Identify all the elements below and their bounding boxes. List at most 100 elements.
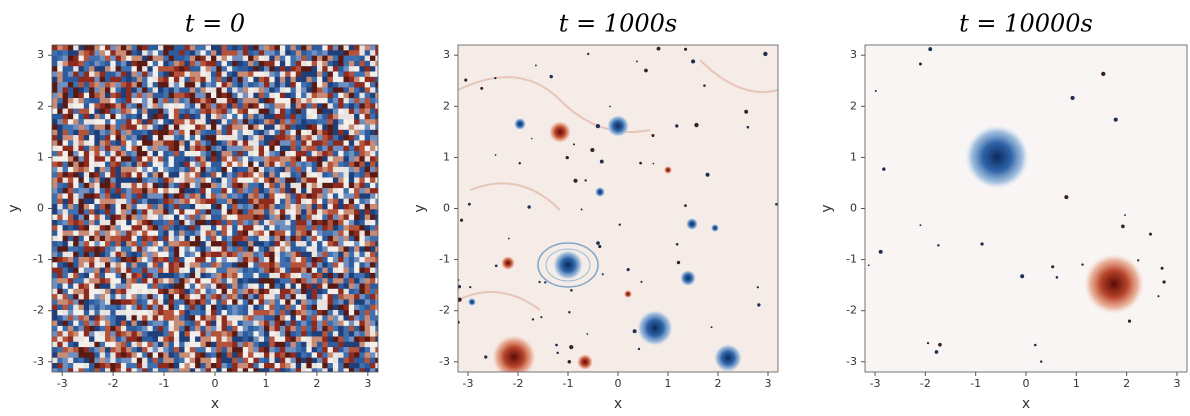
noise-cell	[89, 56, 95, 62]
noise-cell	[132, 321, 138, 327]
noise-cell	[269, 56, 275, 62]
noise-cell	[312, 103, 318, 109]
noise-cell	[84, 331, 90, 337]
noise-cell	[52, 310, 58, 316]
noise-cell	[227, 268, 233, 274]
noise-cell	[110, 61, 116, 67]
noise-cell	[322, 172, 328, 178]
noise-cell	[317, 209, 323, 215]
noise-cell	[291, 82, 297, 88]
noise-cell	[57, 77, 63, 83]
noise-cell	[94, 66, 100, 72]
noise-cell	[275, 72, 281, 78]
noise-cell	[153, 135, 159, 141]
noise-cell	[174, 103, 180, 109]
noise-cell	[275, 109, 281, 115]
noise-cell	[312, 262, 318, 268]
small-vortex	[980, 242, 983, 245]
noise-cell	[296, 215, 302, 221]
noise-cell	[153, 103, 159, 109]
noise-cell	[169, 77, 175, 83]
noise-cell	[200, 321, 206, 327]
noise-cell	[73, 50, 79, 56]
noise-cell	[52, 252, 58, 258]
noise-cell	[248, 93, 254, 99]
small-vortex	[757, 286, 759, 288]
noise-cell	[306, 167, 312, 173]
noise-cell	[317, 220, 323, 226]
noise-cell	[137, 114, 143, 120]
noise-cell	[79, 315, 85, 321]
noise-cell	[169, 294, 175, 300]
noise-cell	[338, 178, 344, 184]
noise-cell	[322, 321, 328, 327]
noise-cell	[142, 231, 148, 237]
noise-cell	[216, 66, 222, 72]
noise-cell	[227, 125, 233, 131]
noise-cell	[312, 188, 318, 194]
noise-cell	[84, 231, 90, 237]
noise-cell	[163, 109, 169, 115]
noise-cell	[121, 358, 127, 364]
noise-cell	[312, 66, 318, 72]
noise-cell	[185, 225, 191, 231]
noise-cell	[132, 167, 138, 173]
noise-cell	[280, 352, 286, 358]
noise-cell	[52, 114, 58, 120]
noise-cell	[322, 114, 328, 120]
noise-cell	[200, 77, 206, 83]
noise-cell	[259, 178, 265, 184]
noise-cell	[63, 119, 69, 125]
noise-cell	[370, 72, 376, 78]
noise-cell	[126, 342, 132, 348]
noise-cell	[153, 342, 159, 348]
noise-cell	[142, 183, 148, 189]
noise-cell	[285, 87, 291, 93]
small-vortex	[596, 241, 600, 245]
noise-cell	[179, 315, 185, 321]
noise-cell	[365, 77, 371, 83]
noise-cell	[359, 188, 365, 194]
noise-cell	[52, 156, 58, 162]
noise-cell	[344, 368, 350, 374]
noise-cell	[190, 310, 196, 316]
y-tick-label: 1	[443, 150, 450, 163]
noise-cell	[291, 151, 297, 157]
noise-cell	[94, 172, 100, 178]
noise-cell	[57, 358, 63, 364]
noise-cell	[344, 72, 350, 78]
noise-cell	[63, 183, 69, 189]
noise-cell	[216, 56, 222, 62]
noise-cell	[322, 236, 328, 242]
noise-cell	[89, 209, 95, 215]
noise-cell	[232, 172, 238, 178]
noise-cell	[68, 93, 74, 99]
noise-cell	[253, 93, 259, 99]
noise-cell	[137, 193, 143, 199]
noise-cell	[291, 273, 297, 279]
noise-cell	[63, 50, 69, 56]
noise-cell	[185, 363, 191, 369]
noise-cell	[312, 119, 318, 125]
noise-cell	[344, 56, 350, 62]
noise-cell	[179, 156, 185, 162]
noise-cell	[301, 231, 307, 237]
noise-cell	[232, 331, 238, 337]
noise-cell	[354, 262, 360, 268]
noise-cell	[142, 257, 148, 263]
noise-cell	[365, 183, 371, 189]
noise-cell	[100, 215, 106, 221]
noise-cell	[359, 156, 365, 162]
noise-cell	[147, 231, 153, 237]
noise-cell	[132, 204, 138, 210]
noise-cell	[190, 199, 196, 205]
noise-cell	[333, 246, 339, 252]
noise-cell	[105, 114, 111, 120]
noise-cell	[248, 151, 254, 157]
noise-cell	[328, 352, 334, 358]
noise-cell	[195, 103, 201, 109]
noise-cell	[206, 236, 212, 242]
noise-cell	[137, 130, 143, 136]
noise-cell	[206, 315, 212, 321]
noise-cell	[57, 103, 63, 109]
